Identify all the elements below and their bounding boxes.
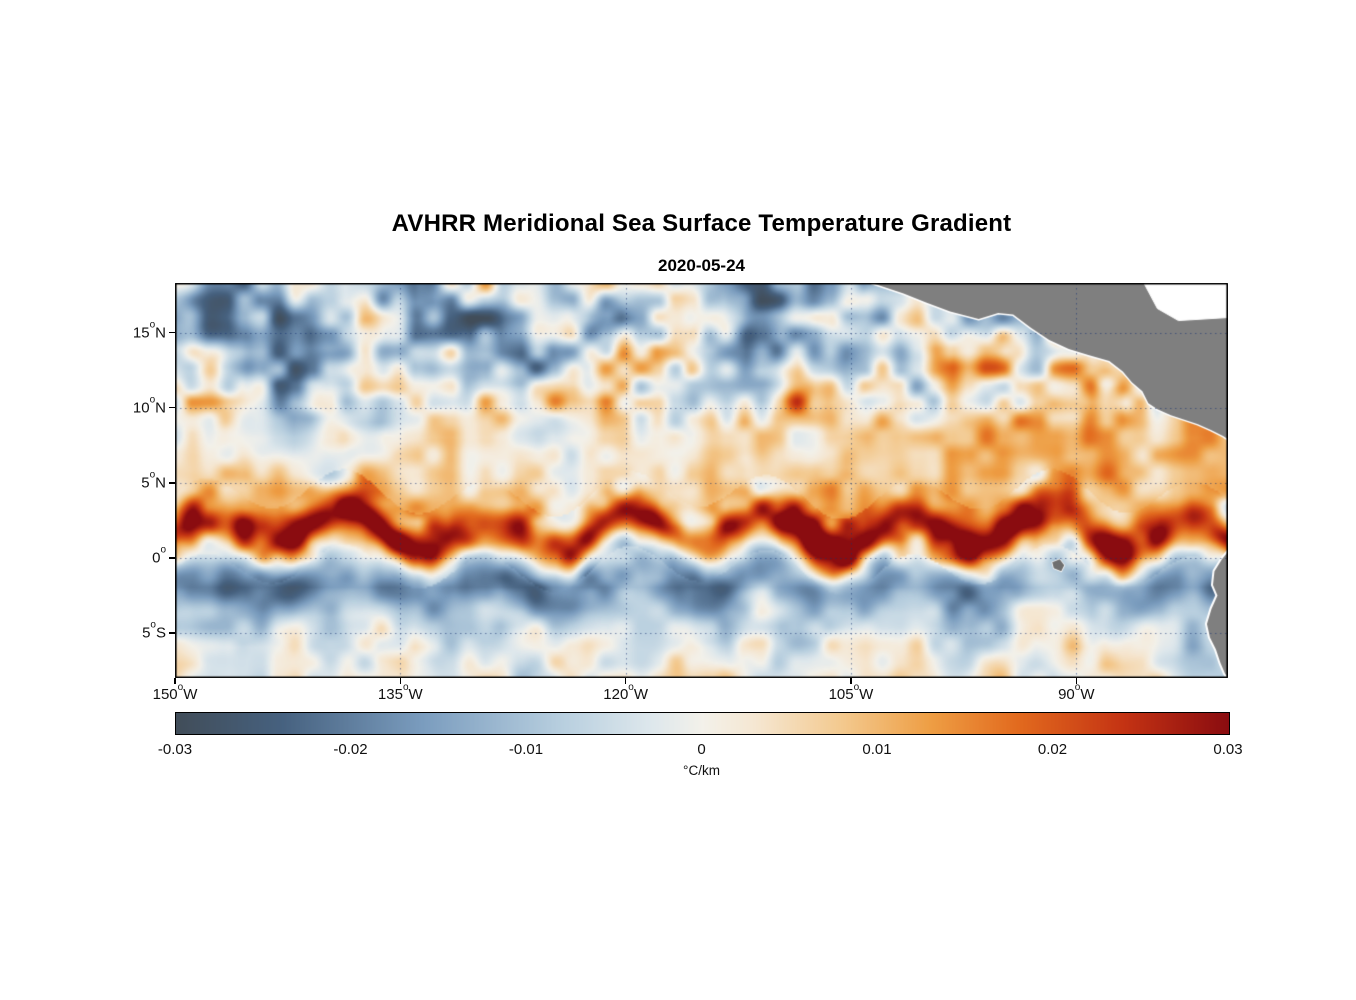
map-plot-area: [175, 283, 1228, 678]
axis-tick-mark: [850, 678, 852, 684]
colorbar-tick-label: -0.01: [508, 741, 544, 758]
axis-tick-mark: [169, 557, 175, 559]
axis-tick-mark: [624, 678, 627, 684]
axis-tick-mark: [174, 678, 176, 684]
x-tick-label: 90oW: [1058, 681, 1095, 703]
colorbar-tick-label: 0: [697, 741, 706, 758]
y-tick-label: 15oN: [132, 319, 166, 342]
x-tick-label: 150oW: [152, 681, 198, 703]
y-tick-label: 10oN: [132, 394, 166, 417]
axis-tick-mark: [169, 406, 175, 409]
x-tick-label: 120oW: [603, 681, 649, 703]
colorbar-tick-label: 0.01: [862, 741, 892, 758]
colorbar-unit-label: °C/km: [683, 763, 720, 778]
colorbar-tick-label: 0.03: [1213, 741, 1243, 758]
colorbar-canvas: [176, 713, 1229, 734]
colorbar-tick-label: -0.03: [157, 741, 193, 758]
axis-tick-mark: [169, 331, 175, 334]
x-tick-label: 135oW: [377, 681, 423, 703]
plot-subtitle: 2020-05-24: [658, 256, 745, 275]
colorbar-tick-label: -0.02: [333, 741, 368, 758]
axis-tick-mark: [399, 678, 402, 684]
plot-title: AVHRR Meridional Sea Surface Temperature…: [391, 210, 1012, 237]
axis-tick-mark: [169, 632, 175, 634]
colorbar: [175, 712, 1230, 735]
y-tick-label: 5oS: [142, 619, 166, 642]
sst-gradient-map-canvas: [175, 283, 1228, 678]
y-tick-label: 0o: [152, 544, 166, 567]
axis-tick-mark: [169, 482, 175, 484]
y-tick-label: 5oN: [141, 469, 166, 492]
axis-tick-mark: [1075, 678, 1078, 684]
x-tick-label: 105oW: [828, 681, 874, 703]
colorbar-tick-label: 0.02: [1037, 741, 1068, 758]
